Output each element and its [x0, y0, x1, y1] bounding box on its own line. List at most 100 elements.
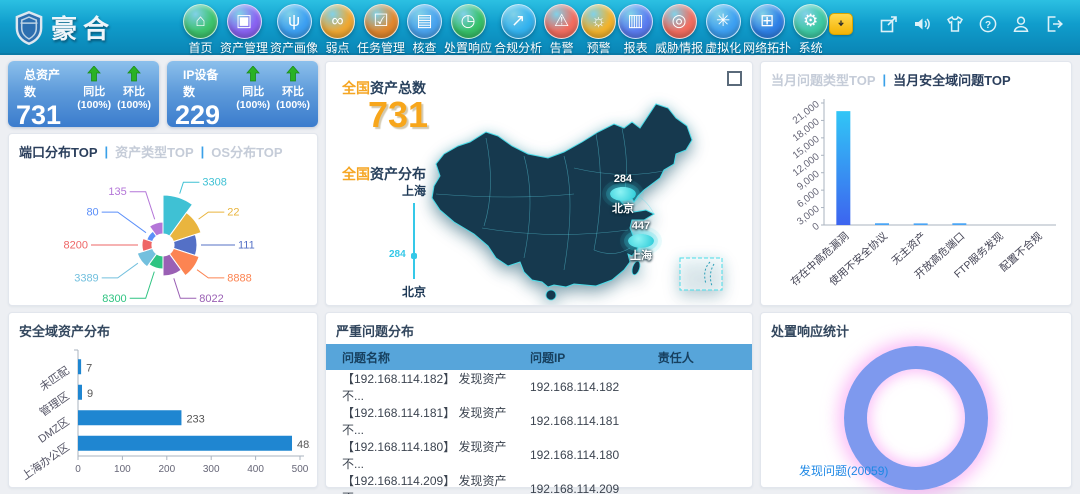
yoy-stat: 同比 (100%)	[236, 66, 270, 130]
stat-card-value: 229	[175, 100, 221, 130]
nav-item-6[interactable]: ▤ 核查	[407, 4, 443, 56]
help-icon[interactable]: ?	[978, 14, 998, 34]
port-distribution-panel: 端口分布TOP | 资产类型TOP | OS分布TOP 3308 22 111 8888 802…	[8, 133, 318, 306]
theme-icon[interactable]	[945, 14, 965, 34]
table-row[interactable]: 【192.168.114.180】 发现资产不... 192.168.114.18…	[326, 438, 752, 472]
map-marker-北京[interactable]: 284 北京	[610, 173, 636, 215]
app-logo[interactable]: 豪合	[14, 9, 182, 46]
table-row[interactable]: 【192.168.114.209】 发现资产不... 192.168.114.20…	[326, 472, 752, 494]
logout-icon[interactable]	[1044, 14, 1064, 34]
port-tab-2[interactable]: 资产类型TOP	[115, 145, 194, 160]
nav-item-label: 处置响应	[444, 41, 493, 55]
bar-value-label: 7	[86, 362, 92, 374]
bar-存在中高危漏洞[interactable]	[835, 111, 850, 225]
y-axis-category-label: DMZ区	[36, 416, 71, 446]
asset-mgmt-icon: ▣	[226, 4, 262, 39]
nav-item-10[interactable]: ☼ 预警	[581, 4, 617, 56]
map-dist-label: 全国资产分布	[342, 164, 426, 184]
port-tab-3[interactable]: OS分布TOP	[211, 145, 283, 160]
rose-slice-3389[interactable]	[136, 247, 158, 268]
china-map[interactable]: 284 北京 447 上海	[424, 98, 744, 303]
bar-使用不安全协议[interactable]	[874, 223, 889, 225]
monthly-tab-2[interactable]: 当月安全域问题TOP	[893, 73, 1011, 88]
bar-开放高危端口[interactable]	[951, 223, 966, 225]
port-panel-tabs: 端口分布TOP | 资产类型TOP | OS分布TOP	[9, 134, 317, 163]
utility-icons: ?	[879, 14, 1064, 34]
rose-slice-8888[interactable]	[168, 247, 200, 277]
nav-item-15[interactable]: ⚙ 系统	[793, 4, 829, 56]
logo-shield-icon	[15, 10, 43, 45]
rose-slice-135[interactable]	[148, 221, 164, 237]
bar-管理区[interactable]	[78, 384, 82, 400]
security-domain-bar-chart[interactable]: 0 100 200 300 400 500 7 未匹配 9 管理区 233 DMZ区 482 上海办公区	[16, 344, 310, 486]
rose-slice-22[interactable]	[168, 211, 202, 243]
map-total-label-prefix: 全国	[342, 80, 370, 96]
nav-item-5[interactable]: ☑ 任务管理	[357, 4, 405, 56]
table-row[interactable]: 【192.168.114.182】 发现资产不... 192.168.114.18…	[326, 370, 752, 404]
map-marker-上海[interactable]: 447 上海	[628, 220, 654, 262]
nav-item-12[interactable]: ◎ 威胁情报	[655, 4, 703, 56]
bar-未匹配[interactable]	[78, 359, 82, 375]
nav-item-label: 资产画像	[270, 41, 319, 55]
port-rose-chart[interactable]: 3308 22 111 8888 8022 8300 3389 8200 80 135	[16, 163, 310, 311]
tab-separator: |	[200, 144, 205, 159]
nav-item-8[interactable]: ↗ 合规分析	[494, 4, 542, 56]
nav-item-label: 首页	[188, 41, 213, 55]
port-tab-1[interactable]: 端口分布TOP	[19, 145, 98, 160]
bar-value-label: 233	[186, 413, 204, 425]
bar-上海办公区[interactable]	[78, 435, 293, 451]
yoy-value: (100%)	[236, 99, 271, 111]
nav-item-2[interactable]: ▣ 资产管理	[220, 4, 268, 56]
bar-DMZ区[interactable]	[78, 410, 182, 426]
monthly-tab-1[interactable]: 当月问题类型TOP	[771, 73, 876, 88]
rose-slice-8200[interactable]	[141, 237, 154, 253]
china-map-panel[interactable]: 全国资产总数 731 全国资产分布 上海 284 北京	[325, 61, 753, 306]
x-axis-tick: 0	[75, 464, 81, 475]
table-row[interactable]: 【192.168.114.181】 发现资产不... 192.168.114.18…	[326, 404, 752, 438]
expand-toggle[interactable]	[727, 71, 742, 86]
mini-axis-bottom-city: 北京	[401, 285, 426, 299]
y-axis-category-label: 未匹配	[37, 364, 71, 394]
label-leader-line	[173, 278, 197, 299]
external-link-icon[interactable]	[879, 14, 899, 34]
rose-slice-label: 8888	[227, 272, 251, 284]
nav-item-3[interactable]: ψ 资产画像	[270, 4, 318, 56]
mini-axis-line: 284	[389, 203, 417, 279]
china-landmass	[431, 103, 693, 288]
monthly-issues-bar-chart[interactable]: 03,0006,0009,00012,00015,00018,00021,000…	[768, 91, 1065, 299]
mom-value: (100%)	[276, 99, 310, 111]
nav-item-1[interactable]: ⌂ 首页	[183, 4, 218, 56]
yoy-label: 同比	[83, 86, 106, 98]
download-button[interactable]	[829, 13, 854, 35]
sound-icon[interactable]	[912, 14, 932, 34]
bar-无主资产[interactable]	[913, 223, 928, 225]
y-axis-tick: 0	[810, 221, 822, 233]
x-axis-tick: 500	[292, 464, 309, 475]
nav-item-label: 资产管理	[220, 41, 269, 55]
nav-item-9[interactable]: ⚠ 告警	[544, 4, 580, 56]
rose-slice-3308[interactable]	[162, 194, 194, 237]
rose-slice-label: 8022	[199, 293, 223, 305]
navbar-right: ?	[829, 13, 1070, 35]
found-problems-link[interactable]: 发现问题(20059)	[799, 464, 889, 478]
nav-item-13[interactable]: ✳ 虚拟化	[705, 4, 741, 56]
nav-item-label: 报表	[623, 41, 648, 55]
rose-slice-label: 3308	[202, 177, 226, 189]
user-icon[interactable]	[1011, 14, 1031, 34]
city-mini-axis: 上海 284 北京	[389, 182, 436, 300]
marker-dot-icon	[610, 187, 636, 201]
nav-item-14[interactable]: ⊞ 网络拓扑	[743, 4, 791, 56]
nav-item-4[interactable]: ∞ 弱点	[320, 4, 356, 56]
system-icon: ⚙	[793, 4, 829, 39]
table-cell: 192.168.114.181	[529, 414, 620, 428]
table-cell: 【192.168.114.181】 发现资产不...	[342, 406, 507, 437]
stat-card-value: 731	[16, 100, 62, 130]
nav-item-11[interactable]: ▥ 报表	[618, 4, 654, 56]
x-axis-tick: 200	[158, 464, 175, 475]
nav-item-7[interactable]: ◷ 处置响应	[444, 4, 492, 56]
table-cell: 192.168.114.182	[529, 380, 620, 394]
rose-slice-8022[interactable]	[162, 253, 182, 277]
report-icon: ▥	[618, 4, 654, 39]
table-cell: 192.168.114.180	[529, 448, 620, 462]
